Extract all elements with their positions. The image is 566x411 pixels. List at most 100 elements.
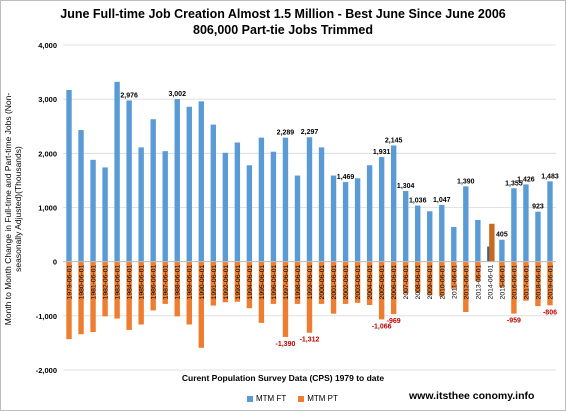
x-tick-label: 2018-06-01: [535, 264, 542, 299]
bar-ft: [378, 157, 385, 262]
x-tick-label: 1983-06-01: [115, 264, 122, 299]
bar-ft: [463, 186, 469, 262]
bar-ft: [174, 99, 180, 262]
bar-pt: [523, 261, 529, 301]
bar-pt: [318, 261, 325, 304]
bar-ft: [330, 175, 337, 262]
x-tick-label: 2019-06-01: [547, 264, 554, 299]
bar-ft: [402, 191, 409, 262]
bar-pt: [366, 261, 373, 305]
x-tick-label: 2006-06-01: [391, 264, 398, 299]
bar-ft: [66, 89, 72, 262]
data-label: -806: [543, 309, 557, 316]
bar-pt: [535, 261, 541, 307]
x-tick-label: 1986-06-01: [151, 264, 158, 299]
bar-ft: [342, 182, 349, 262]
x-tick-label: 1980-06-01: [79, 264, 86, 299]
bar-ft: [162, 151, 168, 262]
data-label: 1,355: [505, 180, 523, 187]
x-tick-label: 2009-06-01: [427, 264, 434, 299]
bar-pt: [499, 261, 505, 288]
bar-pt: [210, 261, 217, 306]
bar-pt: [282, 261, 289, 337]
bar-pt: [246, 261, 253, 309]
x-tick-label: 1987-06-01: [163, 264, 170, 299]
bar-pt: [427, 261, 433, 296]
data-label: 1,469: [337, 174, 355, 181]
bar-ft: [246, 165, 253, 262]
y-tick-label: 4,000: [38, 41, 57, 50]
bar-ft: [90, 159, 96, 262]
bar-ft: [114, 81, 120, 262]
y-tick-label: 1,000: [38, 204, 57, 213]
data-label: -969: [387, 318, 401, 325]
bar-ft: [451, 227, 457, 262]
data-label: 3,002: [168, 91, 186, 98]
bar-pt: [150, 261, 156, 311]
x-tick-label: 2008-06-01: [415, 264, 422, 299]
bar-pt: [463, 261, 469, 313]
bar-ft: [126, 100, 132, 262]
data-label: -1,312: [300, 337, 320, 344]
bar-pt: [330, 261, 337, 314]
bar-pt: [126, 261, 132, 330]
bar-pt: [222, 261, 229, 303]
bar-ft: [186, 106, 192, 262]
data-label: 1,036: [409, 198, 427, 205]
bar-ft: [511, 188, 517, 262]
data-label: 1,304: [397, 183, 415, 190]
bar-pt: [114, 261, 120, 319]
x-tick-label: 1991-06-01: [211, 264, 218, 299]
legend-swatch-ft: [247, 395, 253, 402]
x-tick-label: 1989-06-01: [187, 264, 194, 299]
bar-pt: [489, 223, 495, 262]
bar-pt: [451, 261, 457, 289]
x-tick-label: 1993-06-01: [235, 264, 242, 299]
bar-pt: [90, 261, 96, 333]
x-tick-label: 2016-06-01: [511, 264, 518, 299]
x-tick-label: 2013-06-01: [475, 264, 482, 299]
bar-pt: [306, 261, 313, 333]
data-label: -1,390: [276, 341, 296, 348]
bar-ft: [427, 211, 433, 262]
bar-ft: [138, 147, 144, 262]
x-tick-label: 1981-06-01: [91, 264, 98, 299]
bar-pt: [186, 261, 192, 325]
x-tick-label: 1988-06-01: [175, 264, 182, 299]
x-tick-label: 2003-06-01: [355, 264, 362, 299]
bar-pt: [102, 261, 108, 317]
data-label: 1,483: [541, 173, 559, 180]
bar-pt: [342, 261, 349, 304]
bar-pt: [270, 261, 277, 304]
x-tick-label: 1995-06-01: [259, 264, 266, 299]
bar-ft: [390, 145, 397, 262]
bar-pt: [354, 261, 361, 303]
bar-pt: [66, 261, 72, 340]
x-tick-label: 2011-06-01: [451, 264, 458, 298]
bar-pt: [198, 261, 204, 348]
bar-pt: [475, 261, 481, 282]
x-tick-label: 1990-06-01: [199, 264, 206, 299]
x-tick-label: 2015-06-01: [499, 264, 506, 299]
x-tick-label: 1998-06-01: [295, 264, 302, 299]
x-tick-label: 2001-06-01: [331, 264, 338, 299]
data-label: 2,976: [120, 92, 138, 99]
x-tick-label: 1999-06-01: [307, 264, 314, 299]
data-label: 1,390: [457, 178, 475, 185]
bar-ft: [535, 211, 541, 262]
bar-pt: [402, 261, 409, 294]
x-tick-label: 2010-06-01: [439, 264, 446, 299]
legend-label-pt: MTM PT: [307, 394, 338, 403]
bar-pt: [78, 261, 84, 335]
legend-swatch-pt: [298, 395, 305, 402]
y-axis-label: Month to Month Change in Full-time and P…: [3, 92, 23, 326]
x-tick-label: 2000-06-01: [319, 264, 326, 299]
bar-ft: [366, 165, 373, 262]
bar-ft: [354, 178, 361, 262]
bar-ft: [306, 137, 313, 262]
data-label: 405: [496, 232, 508, 239]
x-tick-label: 1982-06-01: [103, 264, 110, 299]
bar-ft: [210, 124, 217, 262]
